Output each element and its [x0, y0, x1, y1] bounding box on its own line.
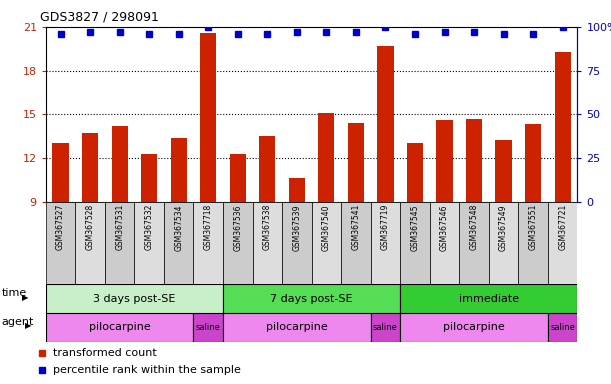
- Bar: [400, 284, 577, 313]
- Bar: [371, 313, 400, 342]
- Bar: [378, 46, 393, 202]
- Bar: [46, 284, 223, 313]
- Bar: [230, 154, 246, 202]
- Bar: [194, 202, 223, 284]
- Bar: [407, 143, 423, 202]
- Text: GSM367536: GSM367536: [233, 204, 243, 251]
- Text: transformed count: transformed count: [53, 348, 157, 358]
- Bar: [400, 313, 548, 342]
- Text: GSM367539: GSM367539: [292, 204, 301, 251]
- Bar: [46, 202, 75, 284]
- Text: GSM367531: GSM367531: [115, 204, 124, 250]
- Bar: [194, 313, 223, 342]
- Text: pilocarpine: pilocarpine: [443, 322, 505, 333]
- Bar: [459, 202, 489, 284]
- Text: agent: agent: [2, 316, 34, 327]
- Text: 3 days post-SE: 3 days post-SE: [93, 293, 175, 304]
- Bar: [223, 202, 252, 284]
- Bar: [105, 202, 134, 284]
- Bar: [548, 313, 577, 342]
- Text: ▶: ▶: [25, 321, 32, 330]
- Text: GSM367538: GSM367538: [263, 204, 272, 250]
- Text: GSM367545: GSM367545: [411, 204, 420, 251]
- Text: pilocarpine: pilocarpine: [89, 322, 150, 333]
- Bar: [223, 313, 371, 342]
- Text: saline: saline: [196, 323, 221, 332]
- Bar: [82, 133, 98, 202]
- Text: GDS3827 / 298091: GDS3827 / 298091: [40, 10, 159, 23]
- Bar: [259, 136, 276, 202]
- Text: GSM367528: GSM367528: [86, 204, 95, 250]
- Bar: [200, 33, 216, 202]
- Text: GSM367532: GSM367532: [145, 204, 154, 250]
- Text: ▶: ▶: [22, 293, 29, 301]
- Bar: [496, 141, 511, 202]
- Bar: [518, 202, 548, 284]
- Text: percentile rank within the sample: percentile rank within the sample: [53, 365, 241, 375]
- Text: pilocarpine: pilocarpine: [266, 322, 327, 333]
- Bar: [430, 202, 459, 284]
- Bar: [466, 119, 482, 202]
- Text: immediate: immediate: [459, 293, 519, 304]
- Bar: [548, 202, 577, 284]
- Text: GSM367549: GSM367549: [499, 204, 508, 251]
- Bar: [141, 154, 157, 202]
- Text: GSM367721: GSM367721: [558, 204, 567, 250]
- Text: GSM367534: GSM367534: [174, 204, 183, 251]
- Bar: [312, 202, 341, 284]
- Text: GSM367527: GSM367527: [56, 204, 65, 250]
- Bar: [489, 202, 518, 284]
- Bar: [436, 120, 453, 202]
- Bar: [170, 137, 187, 202]
- Bar: [46, 313, 194, 342]
- Text: GSM367546: GSM367546: [440, 204, 449, 251]
- Text: time: time: [2, 288, 27, 298]
- Text: saline: saline: [373, 323, 398, 332]
- Bar: [112, 126, 128, 202]
- Text: GSM367718: GSM367718: [203, 204, 213, 250]
- Bar: [289, 178, 305, 202]
- Bar: [164, 202, 194, 284]
- Bar: [348, 123, 364, 202]
- Bar: [282, 202, 312, 284]
- Bar: [318, 113, 334, 202]
- Text: GSM367541: GSM367541: [351, 204, 360, 250]
- Bar: [555, 51, 571, 202]
- Bar: [400, 202, 430, 284]
- Bar: [53, 143, 68, 202]
- Bar: [525, 124, 541, 202]
- Bar: [252, 202, 282, 284]
- Text: GSM367540: GSM367540: [322, 204, 331, 251]
- Text: GSM367548: GSM367548: [469, 204, 478, 250]
- Bar: [134, 202, 164, 284]
- Bar: [341, 202, 371, 284]
- Text: GSM367719: GSM367719: [381, 204, 390, 250]
- Bar: [371, 202, 400, 284]
- Text: saline: saline: [550, 323, 575, 332]
- Bar: [223, 284, 400, 313]
- Text: 7 days post-SE: 7 days post-SE: [270, 293, 353, 304]
- Bar: [75, 202, 105, 284]
- Text: GSM367551: GSM367551: [529, 204, 538, 250]
